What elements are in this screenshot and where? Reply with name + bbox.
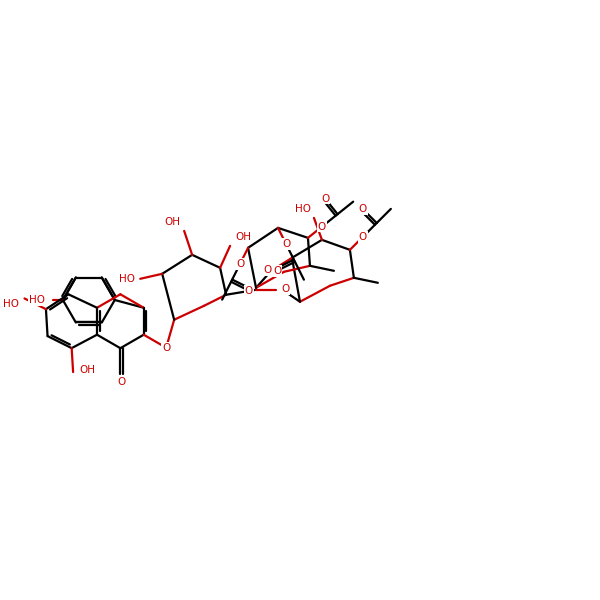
Text: O: O bbox=[264, 265, 272, 275]
Text: O: O bbox=[358, 204, 367, 214]
Text: O: O bbox=[321, 194, 329, 203]
Text: O: O bbox=[281, 284, 289, 294]
Text: OH: OH bbox=[79, 365, 95, 375]
Text: O: O bbox=[273, 266, 281, 276]
Text: HO: HO bbox=[29, 295, 45, 305]
Text: O: O bbox=[245, 286, 253, 296]
Text: O: O bbox=[282, 239, 290, 249]
Text: O: O bbox=[318, 221, 326, 232]
Text: HO: HO bbox=[119, 274, 135, 284]
Text: O: O bbox=[236, 259, 244, 269]
Text: HO: HO bbox=[295, 204, 311, 214]
Text: HO: HO bbox=[2, 299, 19, 310]
Text: OH: OH bbox=[164, 217, 180, 227]
Text: O: O bbox=[162, 343, 170, 353]
Text: OH: OH bbox=[235, 232, 251, 242]
Text: O: O bbox=[117, 377, 125, 387]
Text: O: O bbox=[358, 232, 367, 242]
